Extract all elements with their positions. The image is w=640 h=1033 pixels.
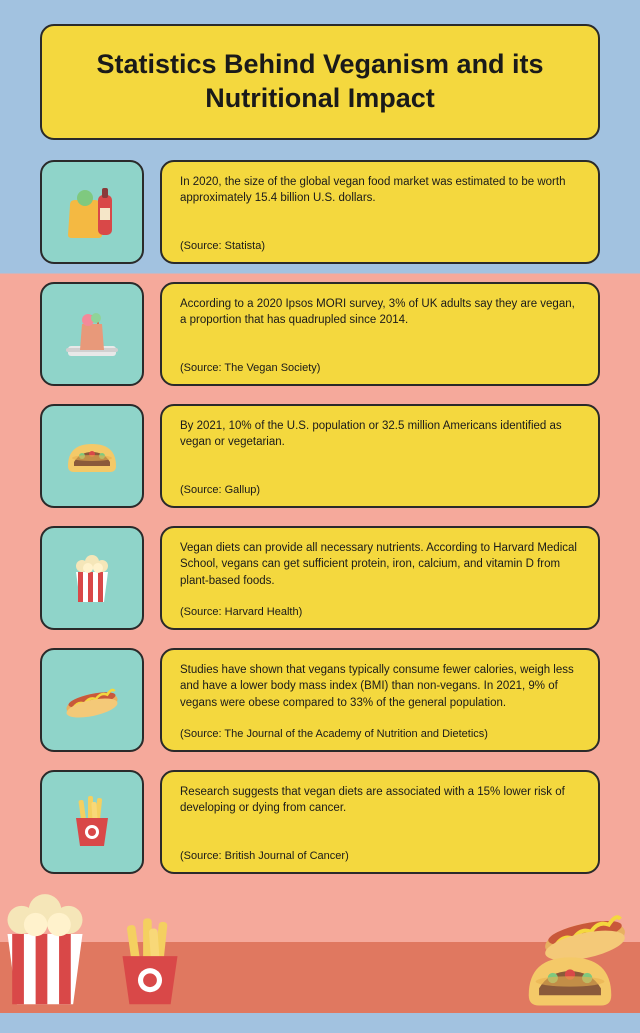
shopping-bag-icon (60, 302, 124, 366)
fact-text-box: In 2020, the size of the global vegan fo… (160, 160, 600, 264)
fact-source: (Source: Harvard Health) (180, 606, 580, 618)
fact-text-box: By 2021, 10% of the U.S. population or 3… (160, 404, 600, 508)
fact-row: Research suggests that vegan diets are a… (40, 770, 600, 874)
fact-text-box: Vegan diets can provide all necessary nu… (160, 526, 600, 630)
fact-text-box: According to a 2020 Ipsos MORI survey, 3… (160, 282, 600, 386)
fact-body: According to a 2020 Ipsos MORI survey, 3… (180, 296, 580, 329)
icon-box-groceries (40, 160, 144, 264)
fact-body: Studies have shown that vegans typically… (180, 662, 580, 712)
fact-row: Vegan diets can provide all necessary nu… (40, 526, 600, 630)
fact-row: In 2020, the size of the global vegan fo… (40, 160, 600, 264)
fact-body: Vegan diets can provide all necessary nu… (180, 540, 580, 590)
fact-row: According to a 2020 Ipsos MORI survey, 3… (40, 282, 600, 386)
fact-row: Studies have shown that vegans typically… (40, 648, 600, 752)
fact-list: In 2020, the size of the global vegan fo… (0, 160, 640, 874)
fries-icon (60, 790, 124, 854)
fact-source: (Source: The Vegan Society) (180, 362, 580, 374)
icon-box-popcorn (40, 526, 144, 630)
taco-icon (60, 424, 124, 488)
fact-body: By 2021, 10% of the U.S. population or 3… (180, 418, 580, 451)
icon-box-hotdog (40, 648, 144, 752)
decorative-hotdog-icon (520, 883, 640, 983)
fact-body: Research suggests that vegan diets are a… (180, 784, 580, 817)
fact-source: (Source: Gallup) (180, 484, 580, 496)
groceries-icon (60, 180, 124, 244)
page-title: Statistics Behind Veganism and its Nutri… (82, 48, 558, 116)
decorative-popcorn-icon (0, 863, 120, 1033)
icon-box-shopping-bag (40, 282, 144, 386)
fact-text-box: Studies have shown that vegans typically… (160, 648, 600, 752)
icon-box-fries (40, 770, 144, 874)
popcorn-icon (60, 546, 124, 610)
decorative-taco-icon (510, 923, 630, 1033)
title-card: Statistics Behind Veganism and its Nutri… (40, 24, 600, 140)
fact-source: (Source: British Journal of Cancer) (180, 850, 580, 862)
fact-source: (Source: Statista) (180, 240, 580, 252)
fact-text-box: Research suggests that vegan diets are a… (160, 770, 600, 874)
decorative-fries-icon (95, 898, 205, 1028)
fact-row: By 2021, 10% of the U.S. population or 3… (40, 404, 600, 508)
fact-source: (Source: The Journal of the Academy of N… (180, 728, 580, 740)
fact-body: In 2020, the size of the global vegan fo… (180, 174, 580, 207)
icon-box-taco (40, 404, 144, 508)
hotdog-icon (60, 668, 124, 732)
